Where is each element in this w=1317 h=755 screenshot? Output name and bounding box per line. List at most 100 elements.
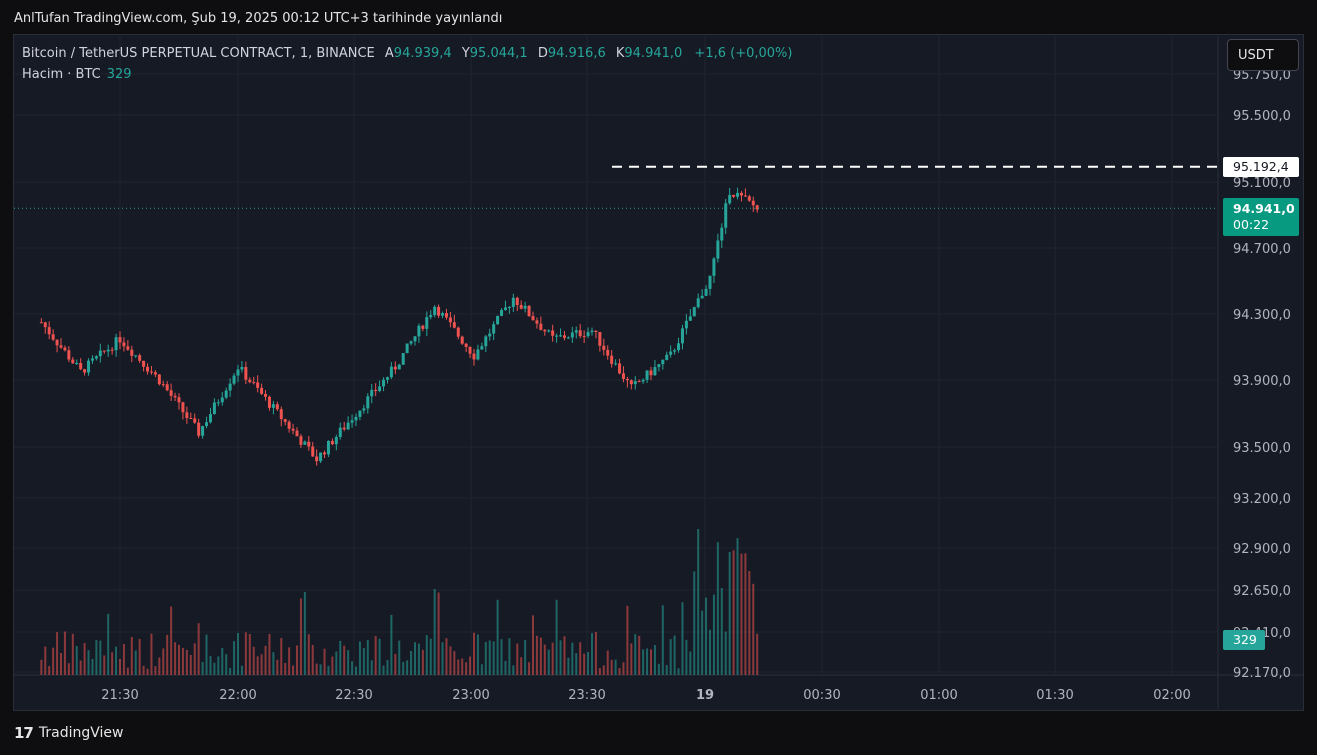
candle-body [283,419,287,422]
candle-body [484,336,488,347]
currency-button[interactable]: USDT [1227,39,1299,71]
candle-body [728,194,732,204]
candle-body [98,350,102,357]
candle-body [338,427,342,437]
chart-panel[interactable] [13,34,1304,711]
volume-bar [67,663,70,675]
volume-bar [119,658,121,675]
open-value: 94.939,4 [393,46,452,61]
candle-body [547,330,551,332]
volume-bar [547,649,550,675]
volume-bar [174,642,177,675]
candle-body [464,343,468,347]
volume-bar [130,636,133,675]
candle-body [94,356,98,359]
candle-body [531,316,535,321]
candle-body [535,320,539,324]
candle-body [680,328,684,344]
volume-bar [665,665,668,675]
volume-bar [319,664,322,675]
volume-bar [417,643,420,675]
candle-body [606,349,610,356]
volume-bar [221,647,224,675]
volume-bar [602,665,605,675]
volume-bar [280,638,283,675]
candle-body [488,333,492,337]
volume-bar [469,656,472,675]
candle-body [562,335,566,338]
candle-body [527,305,531,317]
volume-bar [268,633,271,675]
candle-body [739,192,743,196]
candle-body [236,369,240,376]
candle-body [625,378,629,381]
candle-body [629,380,633,385]
y-tick-label: 93.200,0 [1233,492,1291,507]
volume-bar [437,592,440,675]
volume-bar [445,638,448,675]
candle-body [382,379,386,387]
volume-bar [307,634,310,675]
volume-bar [484,641,487,675]
candle-body [267,396,271,408]
volume-bar [56,632,59,675]
candle-body [63,347,67,351]
x-tick-label: 23:00 [452,688,489,703]
volume-bar [559,640,562,675]
volume-bar [488,640,491,675]
volume-bar [111,652,114,675]
volume-bar [480,664,483,675]
candle-body [417,325,421,337]
volume-bar [563,636,566,675]
candle-body [224,390,228,398]
low-value: 94.916,6 [547,46,606,61]
candle-body [220,397,224,403]
candle-body [122,342,126,347]
candle-body [350,420,354,423]
candle-body [433,306,437,316]
volume-bar [457,659,460,675]
volume-bar [378,638,381,675]
volume-bar [327,665,330,675]
volume-bar [126,667,129,675]
footer-brand[interactable]: 17 TradingView [14,724,123,742]
volume-tag: 329 [1223,630,1265,650]
publish-info: AnlTufan TradingView.com, Şub 19, 2025 0… [14,11,503,26]
candle-body [130,349,134,356]
volume-bar [429,638,432,675]
candle-body [102,350,106,352]
symbol-title[interactable]: Bitcoin / TetherUS PERPETUAL CONTRACT, 1… [22,46,375,61]
volume-bar [535,635,538,675]
candle-body [228,383,232,391]
volume-bar [162,648,165,675]
volume-bar [103,655,106,675]
candle-body [743,195,747,197]
x-tick-label: 19 [696,688,714,703]
candle-body [342,427,346,430]
candle-body [212,402,216,415]
volume-bar [598,668,601,675]
volume-bar [292,665,295,675]
y-tick-label: 95.500,0 [1233,109,1291,124]
candle-body [138,355,142,361]
volume-bar [622,662,625,675]
volume-bar [740,553,743,675]
candle-body [566,337,570,339]
candle-body [134,355,138,357]
volume-bar [689,651,692,675]
volume-bar [724,631,727,675]
volume-bar [303,592,306,675]
candle-body [452,322,456,328]
volume-bar [394,653,397,675]
volume-bar [646,648,649,675]
volume-bar [638,635,641,675]
volume-value: 329 [106,67,132,82]
volume-label[interactable]: Hacim · BTC [22,67,101,82]
candle-body [157,374,161,385]
candle-body [83,369,87,373]
volume-bar [331,656,334,675]
candle-body [621,373,625,379]
candle-body [590,330,594,333]
y-tick-label: 94.300,0 [1233,308,1291,323]
